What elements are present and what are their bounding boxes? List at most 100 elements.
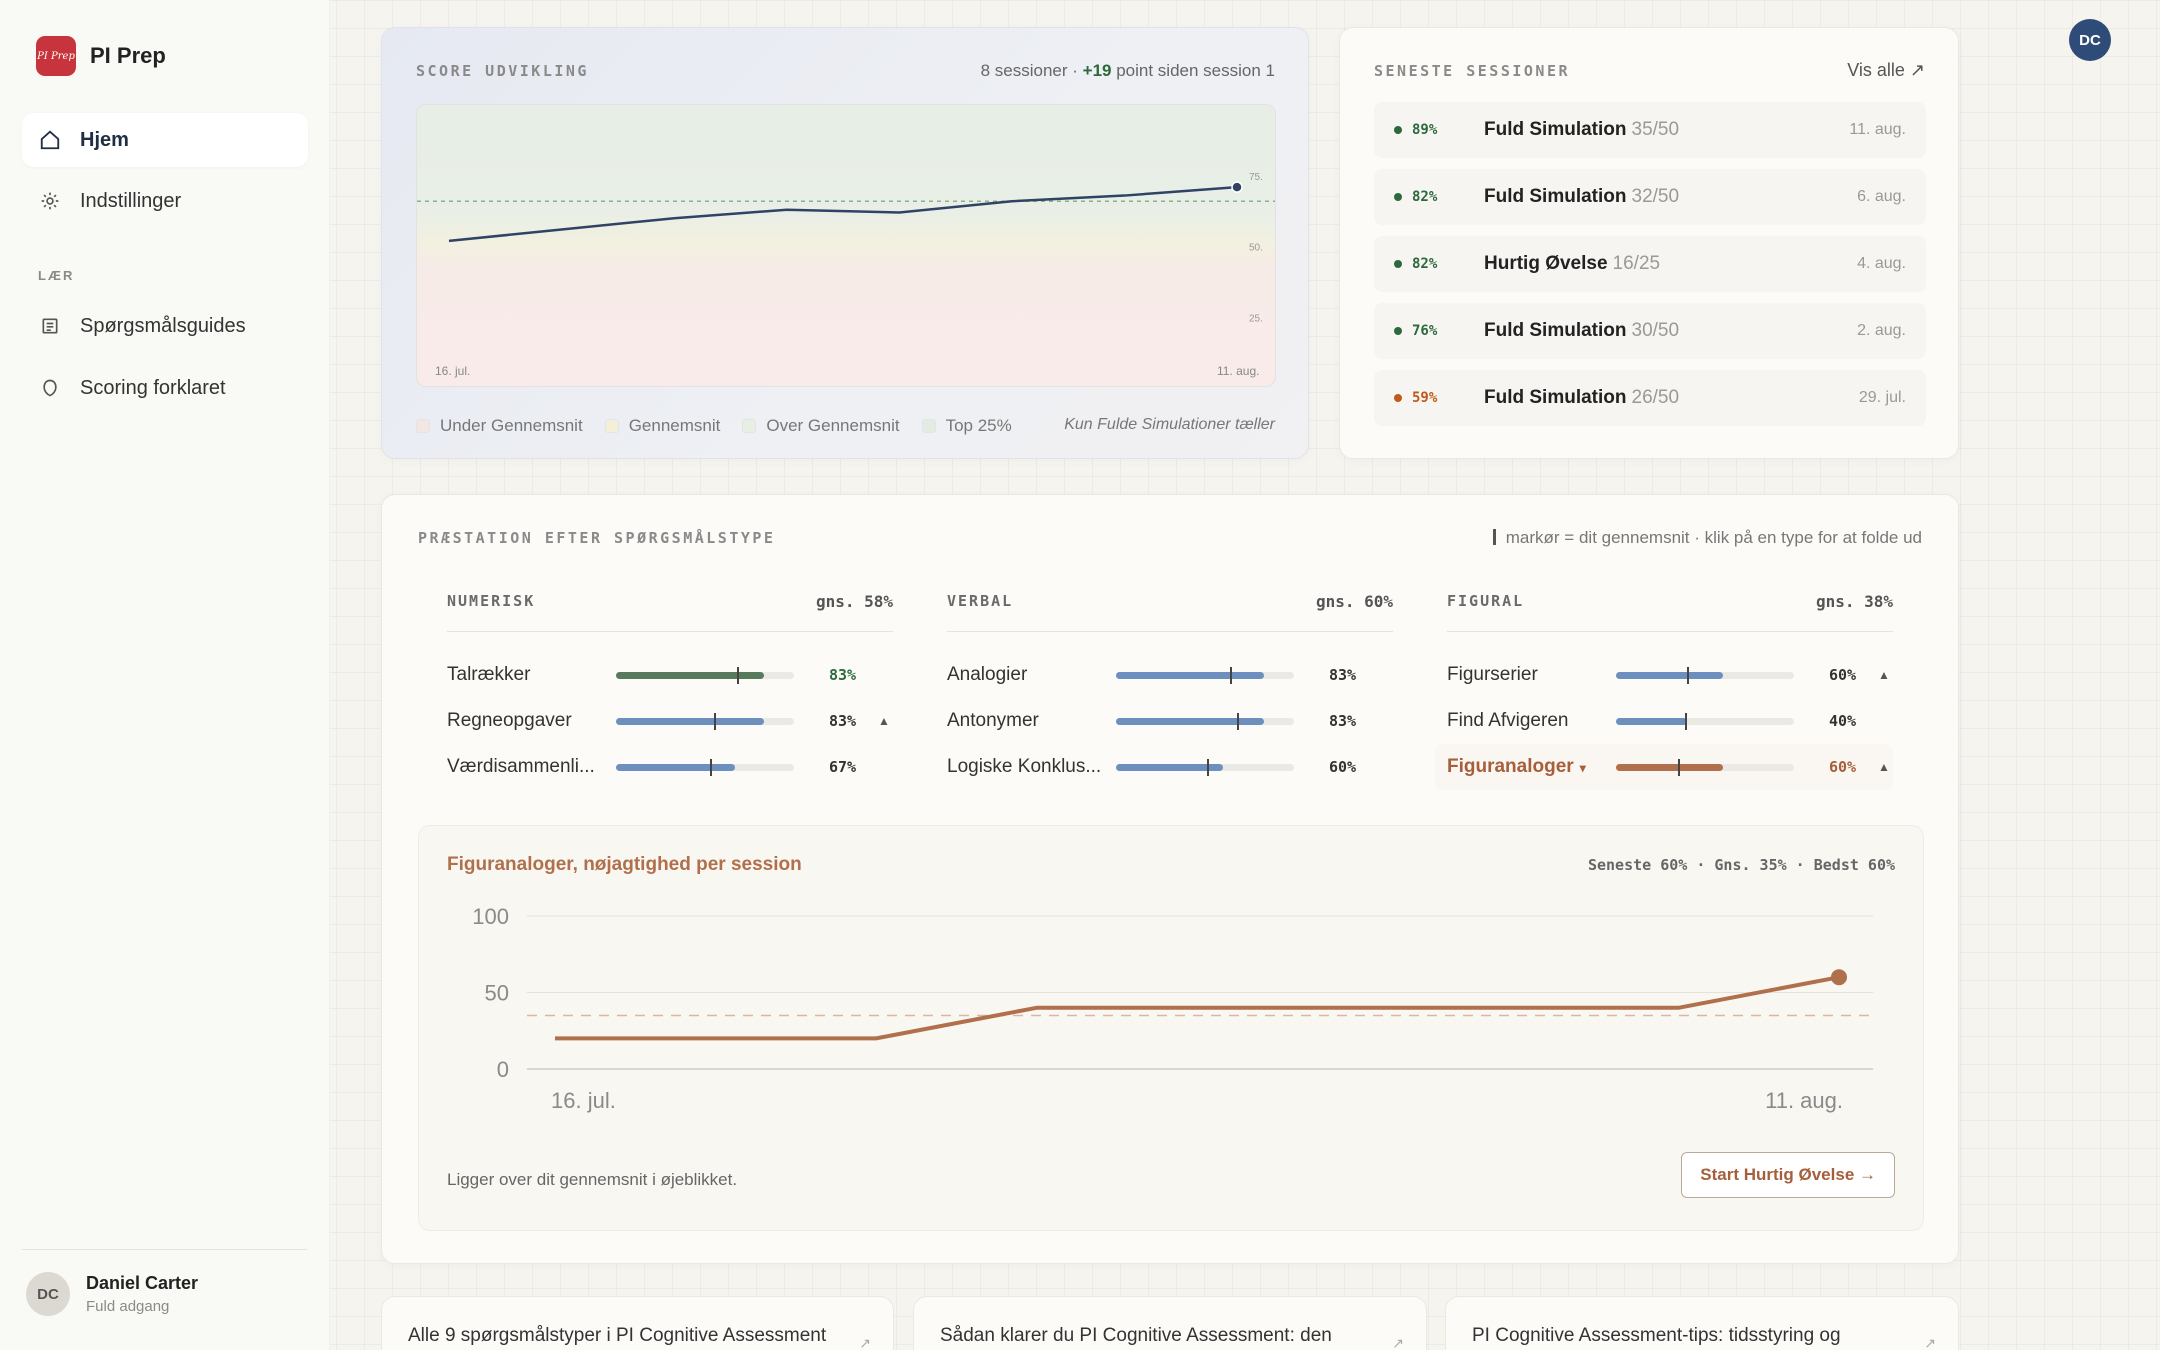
trend-up-icon: ▲	[1878, 760, 1890, 774]
y-tick-label: 0	[497, 1057, 509, 1082]
start-quick-practice-button[interactable]: Start Hurtig Øvelse →	[1681, 1152, 1895, 1198]
x-tick-label: 11. aug.	[1765, 1088, 1843, 1113]
session-name: Fuld Simulation	[1484, 387, 1627, 408]
column-rows: Talrækker 83% Regneopgaver 83% ▲ Værdisammenl…	[447, 652, 893, 790]
status-dot	[1394, 394, 1402, 402]
shield-icon	[38, 376, 62, 400]
guide-icon	[38, 314, 62, 338]
accuracy-bar	[1116, 758, 1294, 776]
score-legend: Under Gennemsnit Gennemsnit Over Gennems…	[416, 416, 1034, 436]
session-date: 11. aug.	[1849, 121, 1906, 138]
session-row[interactable]: 82% Fuld Simulation 32/50 6. aug.	[1374, 169, 1926, 225]
session-pct: 76%	[1412, 323, 1438, 339]
type-name: Regneopgaver	[447, 710, 615, 732]
type-name-text: Analogier	[947, 664, 1028, 685]
legend-swatch	[742, 419, 757, 433]
score-meta-delta: +19	[1082, 61, 1112, 80]
external-link-icon: ↗	[859, 1335, 871, 1350]
legend-label: Gennemsnit	[628, 416, 721, 435]
legend-label: Top 25%	[945, 416, 1012, 435]
type-pct: 67%	[829, 758, 857, 776]
type-pct: 60%	[1829, 758, 1857, 776]
average-marker	[713, 712, 716, 730]
score-meta-suffix: point siden session 1	[1111, 61, 1275, 80]
accuracy-bar-fill	[1616, 717, 1688, 725]
type-row[interactable]: Figuranaloger ▾ 60% ▲	[1435, 744, 1893, 790]
session-date: 2. aug.	[1857, 322, 1906, 339]
nav-item-scoring-forklaret[interactable]: Scoring forklaret	[22, 361, 308, 415]
legend-item: Over Gennemsnit	[742, 416, 900, 436]
session-row[interactable]: 82% Hurtig Øvelse 16/25 4. aug.	[1374, 236, 1926, 292]
type-row[interactable]: Talrækker 83%	[447, 652, 893, 698]
legend-swatch	[604, 419, 619, 433]
caret-down-icon: ▾	[1579, 761, 1586, 775]
session-date: 6. aug.	[1857, 188, 1906, 205]
type-row[interactable]: Logiske Konklus... 60%	[947, 744, 1393, 790]
session-row[interactable]: 89% Fuld Simulation 35/50 11. aug.	[1374, 102, 1926, 158]
type-row[interactable]: Analogier 83%	[947, 652, 1393, 698]
column-header: FIGURAL gns. 38%	[1447, 592, 1893, 632]
y-tick-label: 25.	[1249, 313, 1263, 324]
column-title: VERBAL	[947, 592, 1014, 610]
type-name-text: Figurserier	[1447, 664, 1538, 685]
session-score: 26/50	[1631, 387, 1680, 408]
card-title: SCORE UDVIKLING	[416, 62, 589, 80]
score-chart: 75. 50. 25. 16. jul. 11. aug.	[416, 104, 1276, 387]
type-column: VERBAL gns. 60% Analogier 83% Antonymer 83% Lo…	[947, 592, 1393, 790]
column-average: gns. 58%	[815, 592, 893, 611]
column-title: FIGURAL	[1447, 592, 1525, 610]
type-column: NUMERISK gns. 58% Talrækker 83% Regneopgaver…	[447, 592, 893, 790]
accuracy-bar	[1616, 712, 1794, 730]
accuracy-bar	[1616, 666, 1794, 684]
session-row[interactable]: 76% Fuld Simulation 30/50 2. aug.	[1374, 303, 1926, 359]
accuracy-bar	[1116, 712, 1294, 730]
account-avatar[interactable]: DC	[2069, 19, 2111, 61]
nav-item-indstillinger[interactable]: Indstillinger	[22, 174, 308, 228]
type-row[interactable]: Find Afvigeren 40%	[1447, 698, 1893, 744]
card-title: SENESTE SESSIONER	[1374, 62, 1571, 80]
session-row[interactable]: 59% Fuld Simulation 26/50 29. jul.	[1374, 370, 1926, 426]
performance-by-type-card: PRÆSTATION EFTER SPØRGSMÅLSTYPE markør =…	[381, 494, 1959, 1264]
legend-swatch	[921, 419, 936, 433]
type-row[interactable]: Regneopgaver 83% ▲	[447, 698, 893, 744]
card-title: PRÆSTATION EFTER SPØRGSMÅLSTYPE	[418, 529, 776, 547]
sidebar-divider	[22, 1249, 307, 1250]
type-name-text: Logiske Konklus...	[947, 756, 1102, 777]
column-title: NUMERISK	[447, 592, 536, 610]
status-dot	[1394, 193, 1402, 201]
trend-up-icon: ▲	[1878, 668, 1890, 682]
score-note: Kun Fulde Simulationer tæller	[1064, 416, 1275, 433]
type-row[interactable]: Værdisammenli... 67%	[447, 744, 893, 790]
type-name-text: Værdisammenli...	[447, 756, 595, 777]
article-card[interactable]: Alle 9 spørgsmålstyper i PI Cognitive As…	[381, 1296, 894, 1350]
accuracy-point	[1831, 969, 1847, 986]
user-profile[interactable]: DC Daniel Carter Fuld adgang	[26, 1272, 198, 1316]
accuracy-bar	[1116, 666, 1294, 684]
type-row[interactable]: Figurserier 60% ▲	[1447, 652, 1893, 698]
type-name: Værdisammenli...	[447, 756, 615, 778]
detail-chart: 0 50 100 16. jul. 11. aug.	[472, 904, 1873, 1113]
session-name: Hurtig Øvelse	[1484, 253, 1608, 274]
type-pct: 60%	[1829, 666, 1857, 684]
type-pct: 83%	[1329, 712, 1357, 730]
score-meta: 8 sessioner · +19 point siden session 1	[981, 61, 1275, 81]
article-card[interactable]: PI Cognitive Assessment-tips: tidsstyrin…	[1445, 1296, 1959, 1350]
accuracy-bar	[616, 712, 794, 730]
user-plan: Fuld adgang	[86, 1298, 170, 1315]
article-card[interactable]: Sådan klarer du PI Cognitive Assessment:…	[913, 1296, 1427, 1350]
score-chart-svg: 75. 50. 25. 16. jul. 11. aug.	[417, 172, 1275, 378]
nav-item-hjem[interactable]: Hjem	[22, 113, 308, 167]
brand[interactable]: PI Prep PI Prep	[36, 36, 166, 76]
legend-item: Top 25%	[921, 416, 1012, 436]
legend-label: Under Gennemsnit	[440, 416, 583, 435]
type-name: Figuranaloger ▾	[1447, 756, 1615, 778]
type-name-text: Talrækker	[447, 664, 531, 685]
type-row[interactable]: Antonymer 83%	[947, 698, 1393, 744]
session-score: 30/50	[1631, 320, 1680, 341]
type-pct: 60%	[1329, 758, 1357, 776]
see-all-link[interactable]: Vis alle ↗	[1847, 60, 1925, 80]
nav-item-sporgsmalsguides[interactable]: Spørgsmålsguides	[22, 299, 308, 353]
column-header: VERBAL gns. 60%	[947, 592, 1393, 632]
type-name: Talrækker	[447, 664, 615, 686]
session-pct: 82%	[1412, 189, 1438, 205]
